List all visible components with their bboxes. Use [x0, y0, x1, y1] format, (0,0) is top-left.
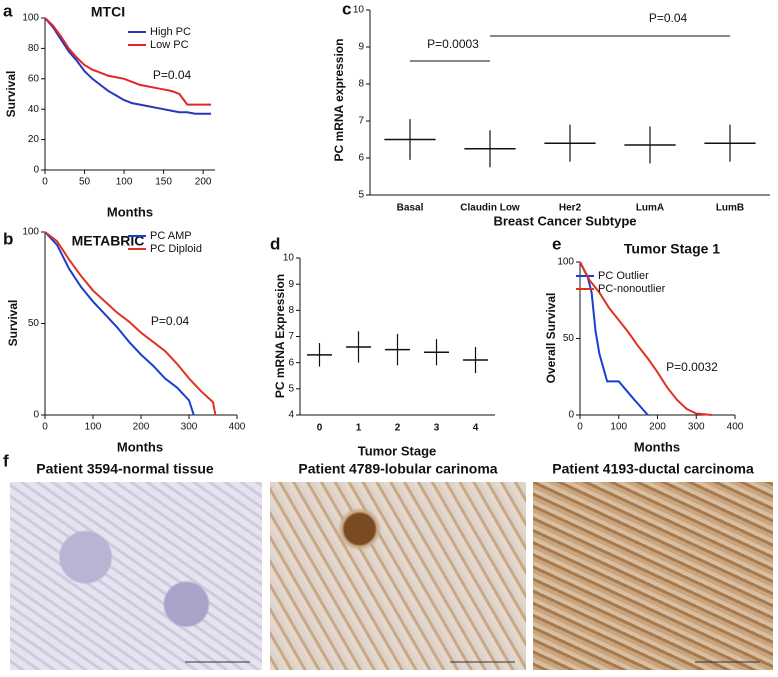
x-axis-label: Months — [117, 439, 163, 454]
x-tick-label: 400 — [229, 422, 246, 433]
y-axis-label: PC mRNA Expression — [273, 274, 287, 398]
image-caption: Patient 4789-lobular carinoma — [298, 461, 497, 477]
legend-label: PC AMP — [150, 230, 192, 242]
panel-letter: f — [3, 451, 9, 470]
legend-label: Low PC — [150, 39, 189, 51]
x-tick-label: 300 — [181, 422, 198, 433]
histology-image — [10, 482, 262, 670]
x-tick-label: 100 — [85, 422, 102, 433]
x-axis-label: Months — [634, 439, 680, 454]
x-tick-label: 100 — [116, 177, 133, 188]
image-caption: Patient 3594-normal tissue — [36, 461, 214, 477]
x-tick-label: LumB — [716, 203, 744, 214]
survival-curve — [579, 261, 712, 416]
histology-image — [533, 482, 773, 670]
x-axis-label: Months — [107, 204, 153, 219]
x-tick-label: 3 — [434, 423, 440, 434]
survival-curve — [44, 231, 195, 416]
x-tick-label: 200 — [133, 422, 150, 433]
y-tick-label: 8 — [358, 79, 364, 90]
y-tick-label: 7 — [358, 116, 364, 127]
y-tick-label: 10 — [353, 5, 365, 16]
annotation: P=0.04 — [151, 314, 190, 328]
survival-curve — [44, 231, 217, 416]
x-tick-label: 300 — [688, 422, 705, 433]
x-tick-label: 2 — [395, 423, 401, 434]
x-tick-label: 0 — [42, 422, 48, 433]
panel-letter: d — [270, 234, 280, 253]
y-tick-label: 50 — [28, 318, 40, 329]
survival-curve — [44, 17, 212, 115]
y-tick-label: 6 — [358, 153, 364, 164]
panel-letter: a — [3, 1, 13, 20]
chart-title: MTCI — [91, 4, 125, 20]
y-axis-label: Overall Survival — [544, 293, 558, 384]
x-tick-label: Basal — [397, 203, 424, 214]
y-tick-label: 8 — [288, 305, 294, 316]
x-tick-label: Claudin Low — [460, 203, 520, 214]
x-tick-label: LumA — [636, 203, 664, 214]
x-axis-label: Tumor Stage — [358, 443, 437, 458]
y-tick-label: 5 — [288, 383, 294, 394]
y-axis-label: Survival — [4, 71, 18, 118]
y-tick-label: 5 — [358, 190, 364, 201]
y-tick-label: 100 — [557, 257, 574, 268]
legend-label: PC Diploid — [150, 243, 202, 255]
annotation: P=0.0032 — [666, 360, 718, 374]
chart-title: METABRIC — [72, 233, 145, 249]
x-tick-label: 200 — [649, 422, 666, 433]
y-axis-label: Survival — [6, 300, 20, 347]
y-tick-label: 100 — [22, 227, 39, 238]
panel-letter: b — [3, 229, 13, 248]
y-tick-label: 0 — [33, 165, 39, 176]
y-tick-label: 7 — [288, 331, 294, 342]
x-tick-label: 100 — [610, 422, 627, 433]
y-tick-label: 9 — [288, 279, 294, 290]
y-tick-label: 100 — [22, 13, 39, 24]
y-tick-label: 20 — [28, 134, 40, 145]
y-axis-label: PC mRNA expression — [332, 39, 346, 162]
chart-title: Tumor Stage 1 — [624, 241, 720, 257]
panel-letter: e — [552, 234, 561, 253]
x-axis-label: Breast Cancer Subtype — [493, 213, 636, 228]
x-tick-label: 0 — [42, 177, 48, 188]
histology-image — [270, 482, 526, 670]
x-tick-label: 0 — [317, 423, 323, 434]
x-tick-label: 4 — [473, 423, 479, 434]
y-tick-label: 9 — [358, 42, 364, 53]
x-tick-label: Her2 — [559, 203, 582, 214]
annotation: P=0.0003 — [427, 37, 479, 51]
legend-label: PC-nonoutlier — [598, 283, 666, 295]
image-caption: Patient 4193-ductal carcinoma — [552, 461, 754, 477]
x-tick-label: 50 — [79, 177, 91, 188]
annotation: P=0.04 — [649, 11, 688, 25]
y-tick-label: 4 — [288, 410, 294, 421]
y-tick-label: 10 — [283, 253, 295, 264]
y-tick-label: 6 — [288, 357, 294, 368]
y-tick-label: 80 — [28, 43, 40, 54]
x-tick-label: 200 — [195, 177, 212, 188]
y-tick-label: 0 — [568, 410, 574, 421]
legend-label: High PC — [150, 26, 191, 38]
x-tick-label: 0 — [577, 422, 583, 433]
y-tick-label: 50 — [563, 333, 575, 344]
x-tick-label: 150 — [155, 177, 172, 188]
annotation: P=0.04 — [153, 68, 192, 82]
y-tick-label: 60 — [28, 73, 40, 84]
panel-letter: c — [342, 0, 351, 18]
survival-curve — [579, 261, 649, 416]
x-tick-label: 1 — [356, 423, 362, 434]
y-tick-label: 40 — [28, 104, 40, 115]
x-tick-label: 400 — [727, 422, 744, 433]
survival-curve — [44, 17, 212, 106]
y-tick-label: 0 — [33, 410, 39, 421]
legend-label: PC Outlier — [598, 270, 649, 282]
